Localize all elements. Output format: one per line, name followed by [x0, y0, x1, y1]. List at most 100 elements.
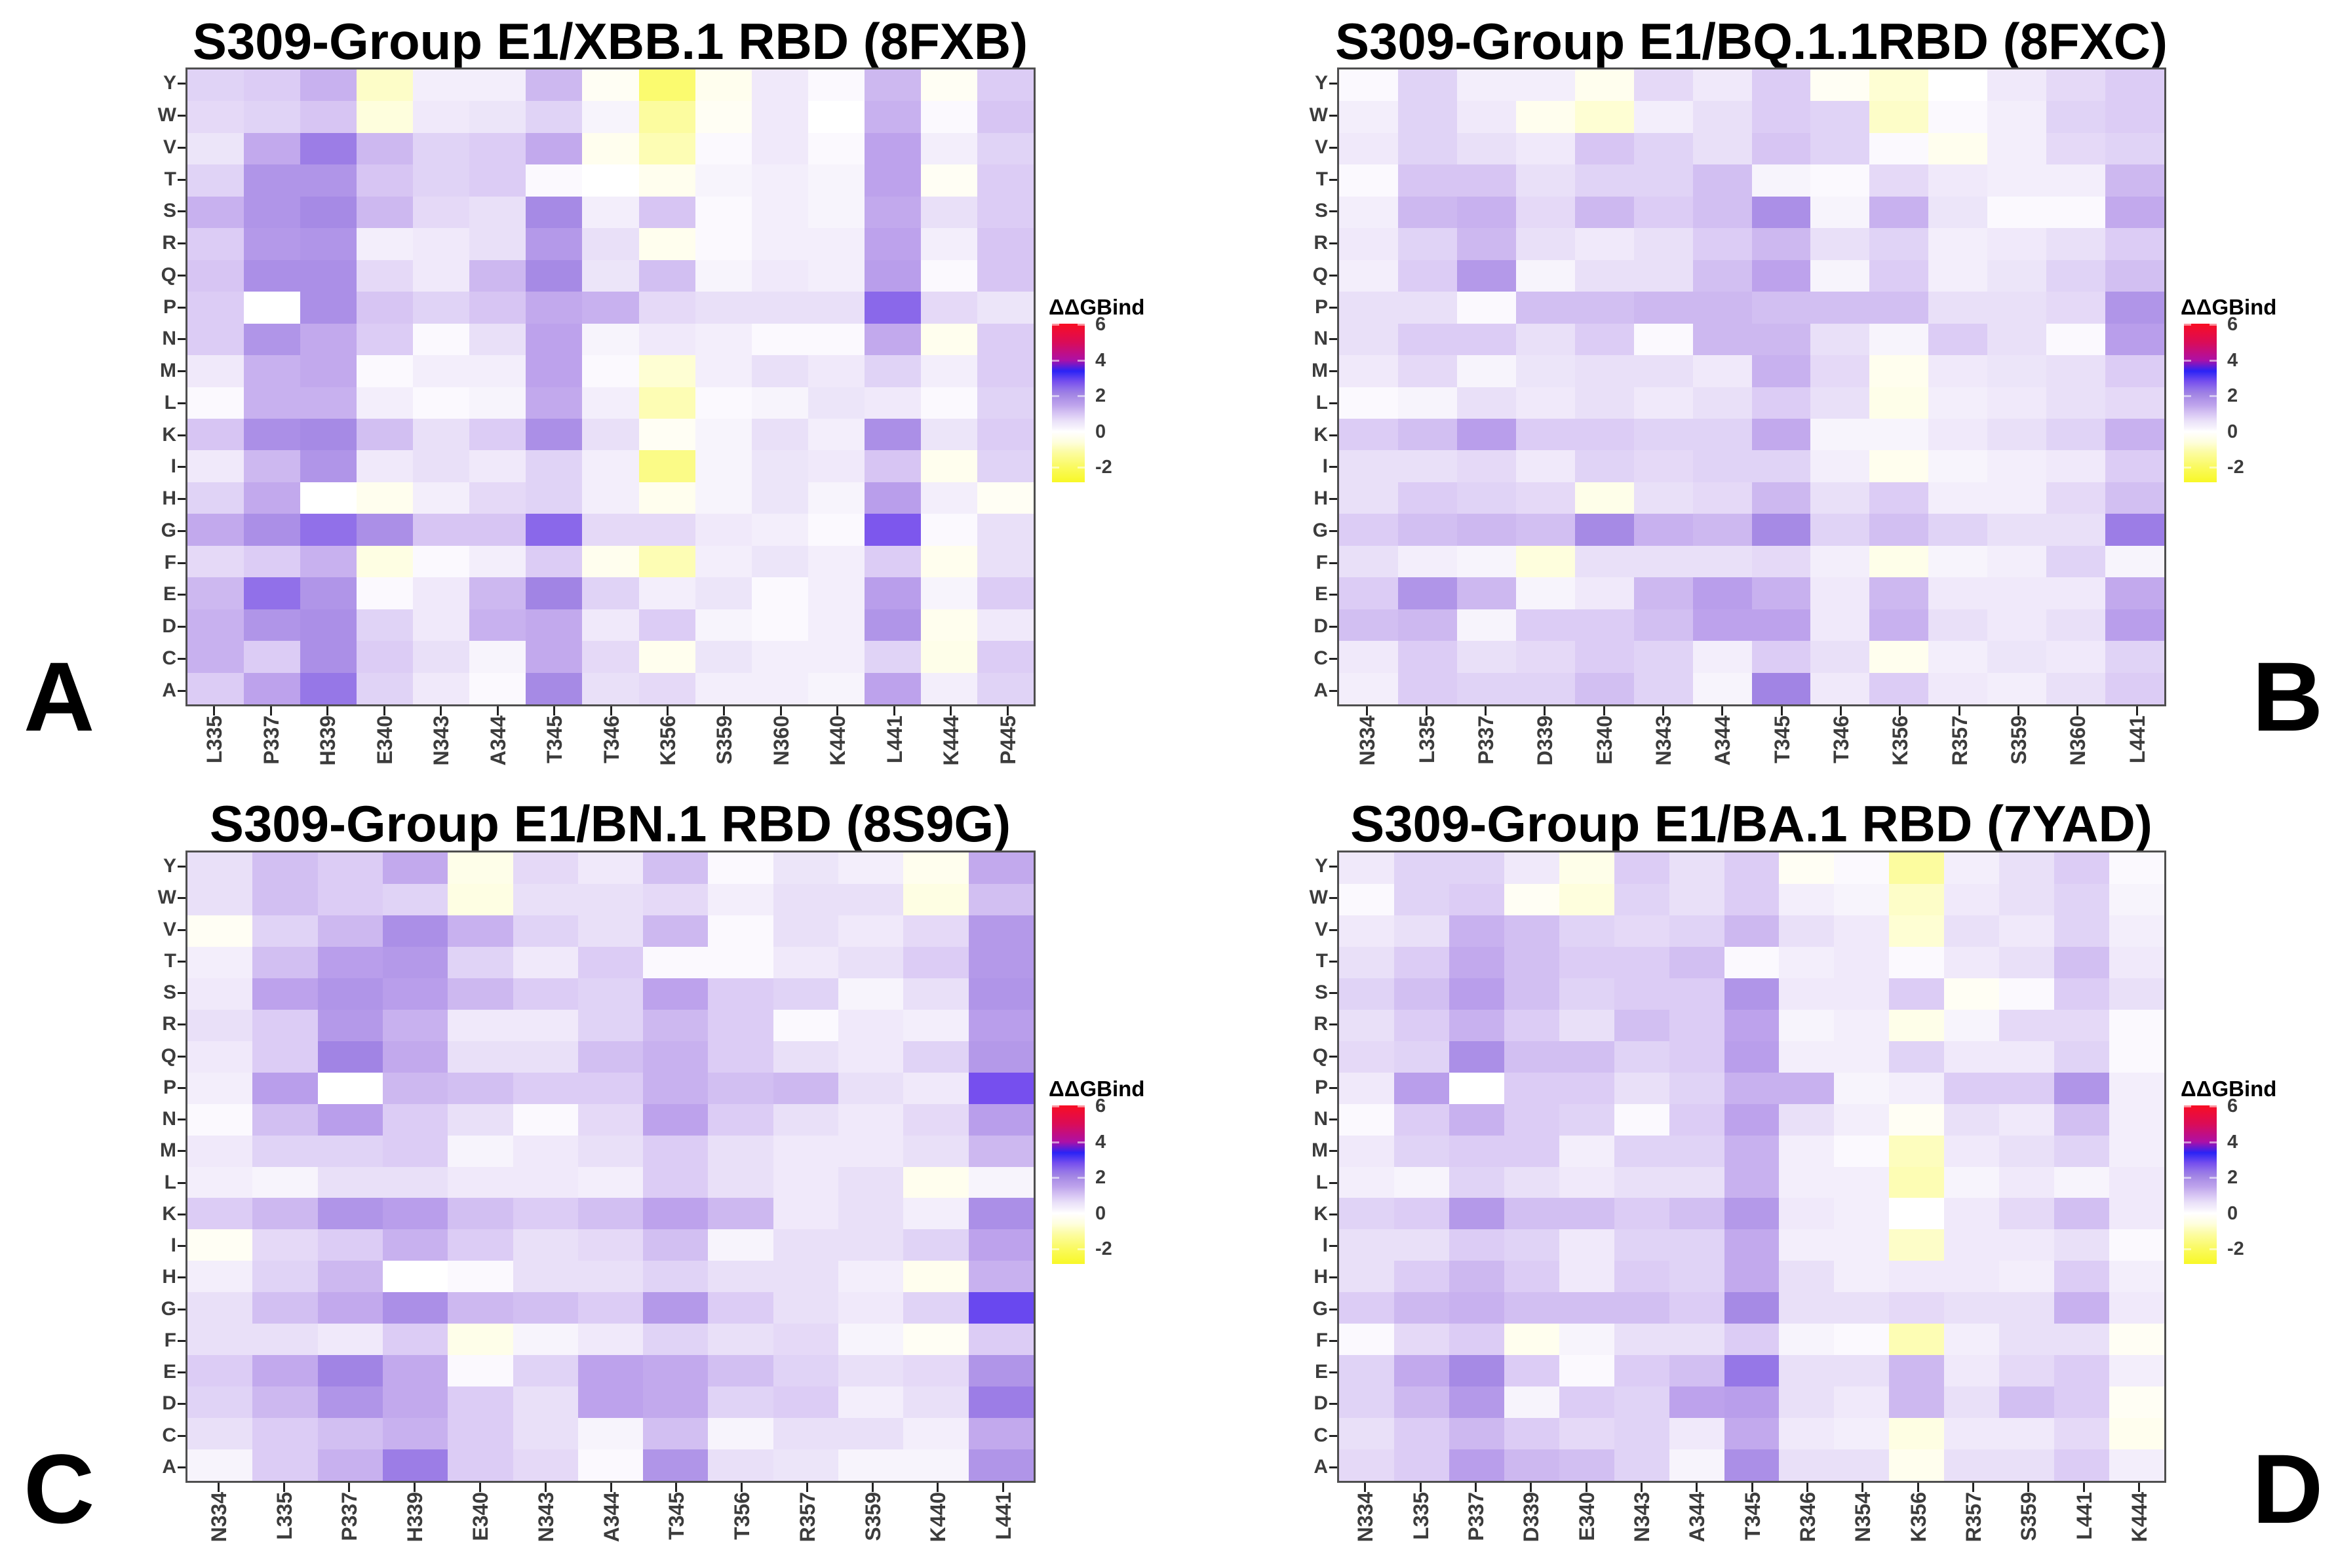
heatmap-cell	[1987, 132, 2047, 165]
legend-tick-label: 4	[2227, 1131, 2238, 1153]
heatmap-cell	[2046, 228, 2106, 260]
heatmap-cell	[1834, 1449, 1890, 1481]
y-axis-label: W	[157, 104, 176, 126]
x-axis-label: L441	[992, 1492, 1016, 1540]
heatmap-cell	[513, 1166, 578, 1198]
heatmap-cell	[1692, 577, 1752, 609]
x-axis-label: T345	[543, 716, 567, 763]
y-axis-tick	[178, 178, 185, 181]
heatmap-cell	[1614, 1449, 1669, 1481]
heatmap-cell	[1504, 1041, 1559, 1073]
heatmap-cell	[2105, 545, 2164, 578]
heatmap-cell	[751, 609, 808, 641]
heatmap-cell	[638, 609, 695, 641]
heatmap-cell	[1339, 1229, 1394, 1261]
heatmap-cell	[968, 1261, 1034, 1293]
heatmap-cell	[2109, 1386, 2164, 1419]
heatmap-cell	[2109, 1418, 2164, 1450]
heatmap-cell	[1987, 323, 2047, 356]
heatmap-cell	[638, 672, 695, 704]
x-axis-tick	[1484, 706, 1487, 716]
y-axis-label: E	[163, 1361, 176, 1383]
legend-tick-mark	[2209, 1177, 2217, 1179]
heatmap-cell	[1393, 1386, 1449, 1419]
heatmap-cell	[252, 1103, 318, 1136]
panel-letter: C	[24, 1434, 95, 1544]
heatmap-cell	[2054, 1103, 2110, 1136]
x-axis-tick	[1972, 1483, 1974, 1492]
heatmap-cell	[1339, 609, 1398, 641]
heatmap-cell	[1889, 1166, 1945, 1198]
y-axis-label: V	[163, 918, 176, 940]
y-axis-label: F	[1315, 1329, 1328, 1351]
heatmap-cell	[1928, 418, 1988, 451]
heatmap-cell	[1449, 1386, 1504, 1419]
heatmap-cell	[903, 883, 969, 915]
heatmap-cell	[526, 228, 583, 260]
heatmap-cell	[1834, 1072, 1890, 1104]
x-axis-tick	[553, 706, 556, 716]
heatmap-cell	[577, 852, 644, 884]
heatmap-cell	[526, 609, 583, 641]
heatmap-cell	[252, 1261, 318, 1293]
heatmap-cell	[300, 132, 357, 165]
heatmap-cell	[357, 641, 414, 673]
heatmap-cell	[1724, 883, 1780, 915]
heatmap-cell	[1669, 1449, 1724, 1481]
heatmap-cell	[1559, 1103, 1614, 1136]
heatmap-cell	[1559, 1386, 1614, 1419]
heatmap-cell	[252, 1229, 318, 1261]
x-axis-tick	[610, 1483, 612, 1492]
heatmap-cell	[838, 1261, 904, 1293]
legend-tick-mark	[2184, 359, 2191, 362]
heatmap-cell	[1999, 1324, 2055, 1356]
heatmap-cell	[903, 1166, 969, 1198]
heatmap-cell	[1987, 450, 2047, 482]
heatmap-cell	[1944, 1449, 2000, 1481]
heatmap-cell	[382, 852, 448, 884]
y-axis-tick	[1329, 626, 1337, 628]
heatmap-cell	[1393, 1324, 1449, 1356]
legend-tick-label: 0	[2227, 1202, 2238, 1224]
heatmap-cell	[1751, 132, 1811, 165]
heatmap-cell	[838, 1198, 904, 1230]
legend-tick-label: 6	[2227, 314, 2238, 335]
heatmap-cell	[252, 1292, 318, 1324]
heatmap-cell	[1393, 1355, 1449, 1387]
y-axis-label: D	[162, 1392, 176, 1415]
x-axis-tick	[675, 1483, 678, 1492]
heatmap-cell	[469, 387, 526, 419]
heatmap-cell	[903, 1198, 969, 1230]
heatmap-cell	[2054, 1135, 2110, 1167]
heatmap-cell	[751, 545, 808, 578]
x-axis-label: A344	[599, 1492, 623, 1542]
heatmap-cell	[1779, 1041, 1835, 1073]
heatmap-cell	[317, 1166, 383, 1198]
heatmap-cell	[1574, 609, 1634, 641]
heatmap-cell	[187, 1292, 253, 1324]
y-axis-tick	[178, 115, 185, 117]
heatmap-cell	[448, 1418, 513, 1450]
heatmap-cell	[1810, 323, 1870, 356]
heatmap-cell	[808, 355, 865, 387]
heatmap-cell	[1928, 514, 1988, 546]
heatmap-cell	[469, 609, 526, 641]
heatmap-cell	[577, 1009, 644, 1041]
legend-tick-mark	[1078, 324, 1085, 326]
heatmap-cell	[1889, 1135, 1945, 1167]
heatmap-cell	[1449, 1261, 1504, 1293]
heatmap-cell	[1339, 418, 1398, 451]
y-axis-tick	[1329, 1181, 1337, 1184]
heatmap-cell	[1751, 69, 1811, 102]
y-axis-label: M	[1312, 360, 1328, 382]
heatmap-cell	[382, 1449, 448, 1481]
heatmap-cell	[1456, 514, 1516, 546]
heatmap-cell	[751, 672, 808, 704]
heatmap-cell	[1633, 450, 1693, 482]
y-axis-label: T	[1315, 168, 1328, 190]
heatmap-cell	[773, 1166, 839, 1198]
heatmap-cell	[920, 641, 977, 673]
y-axis-label: G	[1312, 1297, 1328, 1320]
legend-tick-label: 4	[1095, 349, 1106, 371]
legend-tick-mark	[2209, 359, 2217, 362]
